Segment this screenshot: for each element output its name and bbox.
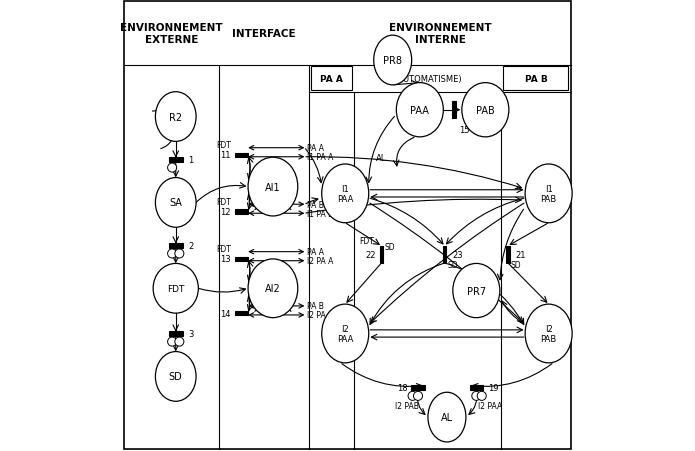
Text: 13: 13 bbox=[220, 255, 231, 264]
Bar bbox=[503, 67, 568, 91]
Text: FDT: FDT bbox=[216, 245, 231, 254]
Text: 23: 23 bbox=[452, 250, 463, 259]
Text: SA: SA bbox=[170, 198, 182, 208]
Text: FDT: FDT bbox=[360, 237, 375, 246]
Text: R2: R2 bbox=[169, 112, 182, 122]
Text: AI1: AI1 bbox=[265, 182, 281, 192]
Text: 15: 15 bbox=[459, 126, 470, 135]
Text: SD: SD bbox=[511, 260, 521, 269]
Text: PA B: PA B bbox=[306, 302, 324, 311]
Text: FDT: FDT bbox=[167, 284, 184, 293]
Text: I1
PAA: I1 PAA bbox=[337, 184, 354, 203]
Text: AL: AL bbox=[376, 153, 386, 162]
Bar bbox=[411, 386, 425, 390]
Ellipse shape bbox=[462, 83, 509, 138]
Ellipse shape bbox=[153, 264, 198, 313]
Bar bbox=[234, 210, 248, 214]
Bar bbox=[234, 257, 248, 262]
Text: 2: 2 bbox=[188, 241, 193, 250]
Text: FDT: FDT bbox=[216, 141, 231, 150]
Text: (AUTOMATISME): (AUTOMATISME) bbox=[394, 74, 461, 83]
Circle shape bbox=[167, 249, 177, 258]
Text: I1 PA A: I1 PA A bbox=[306, 153, 333, 162]
Text: FDT: FDT bbox=[216, 198, 231, 207]
Ellipse shape bbox=[453, 264, 500, 318]
Text: 3: 3 bbox=[188, 329, 193, 338]
Bar bbox=[234, 153, 248, 158]
Circle shape bbox=[167, 337, 177, 346]
Ellipse shape bbox=[322, 304, 369, 363]
Text: SD: SD bbox=[384, 242, 395, 251]
Text: I1 PA B: I1 PA B bbox=[306, 209, 333, 218]
Bar bbox=[234, 311, 248, 316]
Text: 22: 22 bbox=[366, 250, 376, 259]
Text: PA A: PA A bbox=[306, 248, 324, 257]
Ellipse shape bbox=[525, 304, 572, 363]
Circle shape bbox=[477, 391, 486, 400]
Text: SD: SD bbox=[169, 372, 183, 382]
Ellipse shape bbox=[396, 83, 443, 138]
Ellipse shape bbox=[156, 178, 196, 228]
Bar bbox=[169, 331, 183, 336]
Text: 11: 11 bbox=[220, 151, 231, 160]
Ellipse shape bbox=[428, 392, 466, 442]
Circle shape bbox=[175, 337, 184, 346]
Ellipse shape bbox=[156, 352, 196, 401]
Text: 1: 1 bbox=[188, 156, 193, 165]
Text: ENVIRONNEMENT
EXTERNE: ENVIRONNEMENT EXTERNE bbox=[120, 23, 222, 45]
Bar bbox=[311, 67, 352, 91]
Text: PA A: PA A bbox=[306, 144, 324, 153]
Text: PR8: PR8 bbox=[383, 56, 402, 66]
Text: 12: 12 bbox=[220, 207, 231, 216]
Circle shape bbox=[414, 391, 423, 400]
Text: 21: 21 bbox=[515, 250, 525, 259]
Ellipse shape bbox=[374, 36, 411, 86]
Text: I2 PAB: I2 PAB bbox=[395, 401, 418, 410]
Circle shape bbox=[472, 391, 481, 400]
Text: INTERFACE: INTERFACE bbox=[232, 29, 295, 39]
Bar bbox=[443, 246, 446, 263]
Bar bbox=[379, 246, 383, 263]
Text: I2
PAA: I2 PAA bbox=[337, 324, 354, 343]
Ellipse shape bbox=[322, 165, 369, 223]
Circle shape bbox=[408, 391, 417, 400]
Text: AL: AL bbox=[441, 412, 453, 422]
Bar bbox=[169, 244, 183, 248]
Bar bbox=[452, 102, 455, 119]
Text: AI2: AI2 bbox=[265, 284, 281, 294]
Text: PA B: PA B bbox=[525, 74, 548, 83]
Text: I2 PAA: I2 PAA bbox=[477, 401, 502, 410]
Text: PAB: PAB bbox=[476, 106, 495, 115]
Text: 18: 18 bbox=[397, 383, 407, 392]
Text: ENVIRONNEMENT
INTERNE: ENVIRONNEMENT INTERNE bbox=[389, 23, 491, 45]
Ellipse shape bbox=[248, 158, 297, 216]
Text: 19: 19 bbox=[489, 383, 499, 392]
Circle shape bbox=[175, 249, 184, 258]
Text: I2
PAB: I2 PAB bbox=[541, 324, 557, 343]
Ellipse shape bbox=[156, 92, 196, 142]
Text: PAA: PAA bbox=[410, 106, 430, 115]
Circle shape bbox=[167, 164, 177, 173]
Text: 14: 14 bbox=[220, 309, 231, 318]
Text: I1
PAB: I1 PAB bbox=[541, 184, 557, 203]
Text: PA A: PA A bbox=[320, 74, 343, 83]
Text: I2 PA B: I2 PA B bbox=[306, 311, 333, 320]
Bar bbox=[470, 386, 483, 390]
Ellipse shape bbox=[248, 259, 297, 318]
Bar bbox=[506, 246, 509, 263]
Text: SD: SD bbox=[448, 260, 458, 269]
Text: I2 PA A: I2 PA A bbox=[306, 257, 333, 266]
Text: PR7: PR7 bbox=[467, 286, 486, 296]
Text: PA B: PA B bbox=[306, 200, 324, 209]
Ellipse shape bbox=[525, 165, 572, 223]
Bar bbox=[169, 158, 183, 162]
